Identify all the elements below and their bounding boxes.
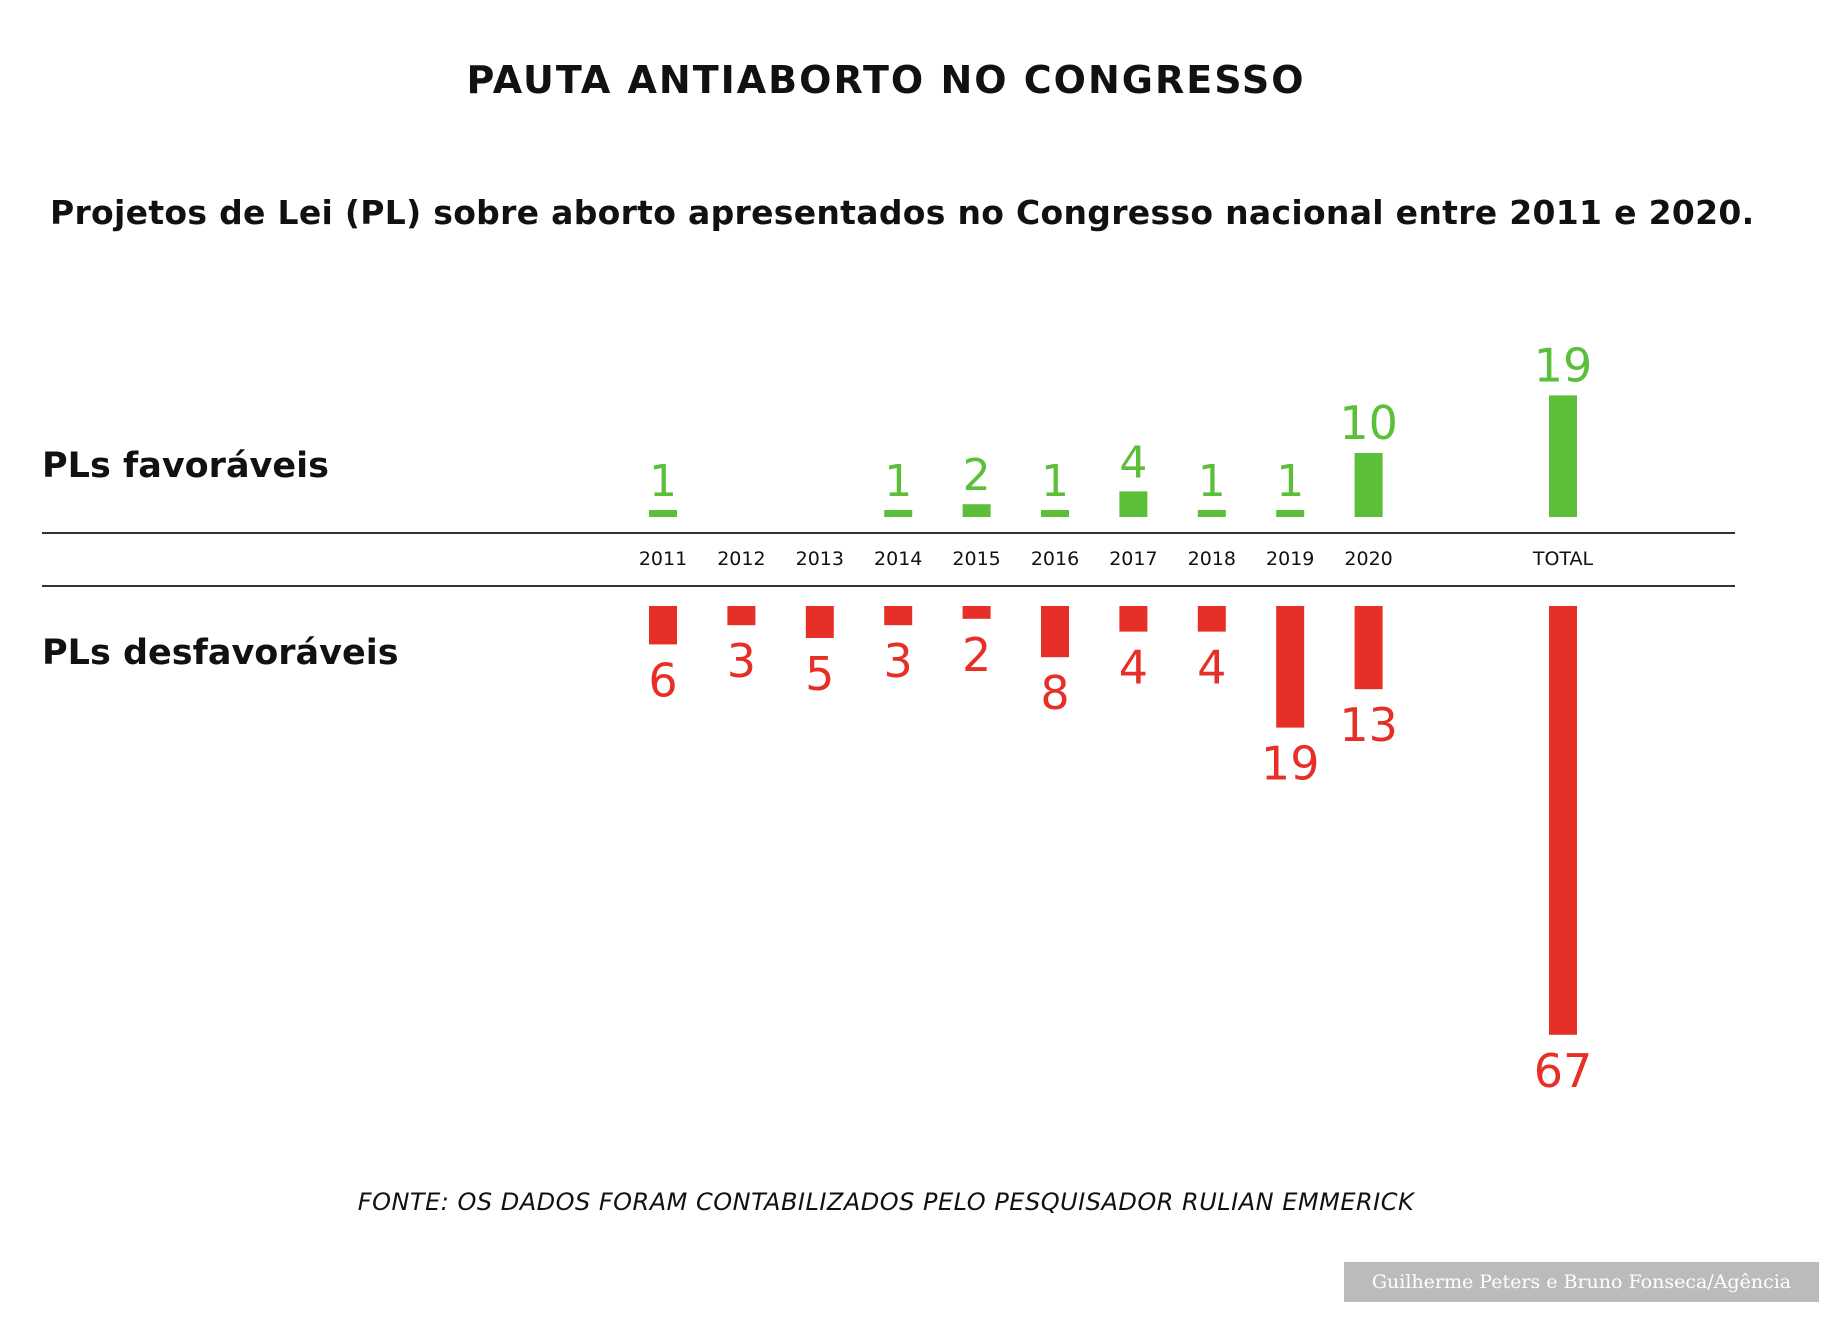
bar-desfavoraveis [805, 606, 834, 638]
x-tick-label: TOTAL [1532, 548, 1594, 570]
bar-favoraveis [1197, 510, 1226, 517]
bar-favoraveis [1549, 395, 1577, 517]
x-tick-label: 2020 [1344, 548, 1392, 570]
data-label-favoraveis: 1 [1198, 456, 1226, 507]
bar-favoraveis [1276, 510, 1305, 517]
data-label-favoraveis: 10 [1339, 396, 1398, 450]
bar-desfavoraveis [884, 606, 913, 626]
data-label-desfavoraveis: 13 [1339, 698, 1398, 752]
data-label-desfavoraveis: 3 [884, 634, 913, 688]
bar-desfavoraveis [1549, 606, 1577, 1035]
data-label-desfavoraveis: 8 [1040, 666, 1069, 720]
data-label-desfavoraveis: 4 [1197, 641, 1226, 695]
data-label-desfavoraveis: 19 [1261, 737, 1320, 791]
bar-favoraveis [649, 510, 677, 517]
chart-subtitle: Projetos de Lei (PL) sobre aborto aprese… [50, 193, 1755, 232]
data-label-desfavoraveis: 67 [1534, 1044, 1593, 1098]
image-credit: Guilherme Peters e Bruno Fonseca/Agência… [1344, 1262, 1819, 1333]
bar-desfavoraveis [649, 606, 677, 645]
data-label-favoraveis: 1 [1041, 456, 1069, 507]
x-tick-label: 2014 [874, 548, 922, 570]
data-label-desfavoraveis: 3 [727, 634, 756, 688]
bar-desfavoraveis [1276, 606, 1305, 728]
series-label-favoraveis: PLs favoráveis [42, 446, 329, 486]
data-label-desfavoraveis: 4 [1119, 641, 1148, 695]
x-tick-label: 2015 [952, 548, 1000, 570]
x-tick-label: 2016 [1031, 548, 1079, 570]
data-label-favoraveis: 4 [1119, 437, 1147, 488]
bar-desfavoraveis [962, 606, 991, 619]
bar-desfavoraveis [1041, 606, 1069, 658]
bar-favoraveis [1119, 491, 1148, 517]
x-tick-label: 2013 [796, 548, 844, 570]
chart-title: PAUTA ANTIABORTO NO CONGRESSO [466, 58, 1306, 102]
bar-favoraveis [1354, 453, 1383, 517]
data-label-favoraveis: 1 [649, 456, 677, 507]
x-tick-label: 2018 [1188, 548, 1236, 570]
x-tick-label: 2017 [1109, 548, 1157, 570]
x-tick-label: 2012 [717, 548, 765, 570]
bar-favoraveis [962, 504, 991, 517]
bar-desfavoraveis [1354, 606, 1383, 690]
bar-desfavoraveis [1119, 606, 1148, 632]
source-note: FONTE: OS DADOS FORAM CONTABILIZADOS PEL… [357, 1188, 1415, 1216]
series-label-desfavoraveis: PLs desfavoráveis [42, 633, 399, 673]
bar-desfavoraveis [727, 606, 756, 626]
x-tick-label: 2019 [1266, 548, 1314, 570]
data-label-favoraveis: 1 [884, 456, 912, 507]
bar-desfavoraveis [1197, 606, 1226, 632]
bar-favoraveis [884, 510, 913, 517]
data-label-favoraveis: 2 [963, 450, 991, 501]
bar-favoraveis [1041, 510, 1069, 517]
data-label-favoraveis: 19 [1534, 338, 1593, 392]
data-label-desfavoraveis: 2 [962, 628, 991, 682]
chart-plot: 2011162012320135201413201522201618201744… [42, 338, 1735, 1098]
data-label-desfavoraveis: 6 [648, 653, 677, 707]
data-label-favoraveis: 1 [1276, 456, 1304, 507]
data-label-desfavoraveis: 5 [805, 647, 834, 701]
x-tick-label: 2011 [639, 548, 687, 570]
